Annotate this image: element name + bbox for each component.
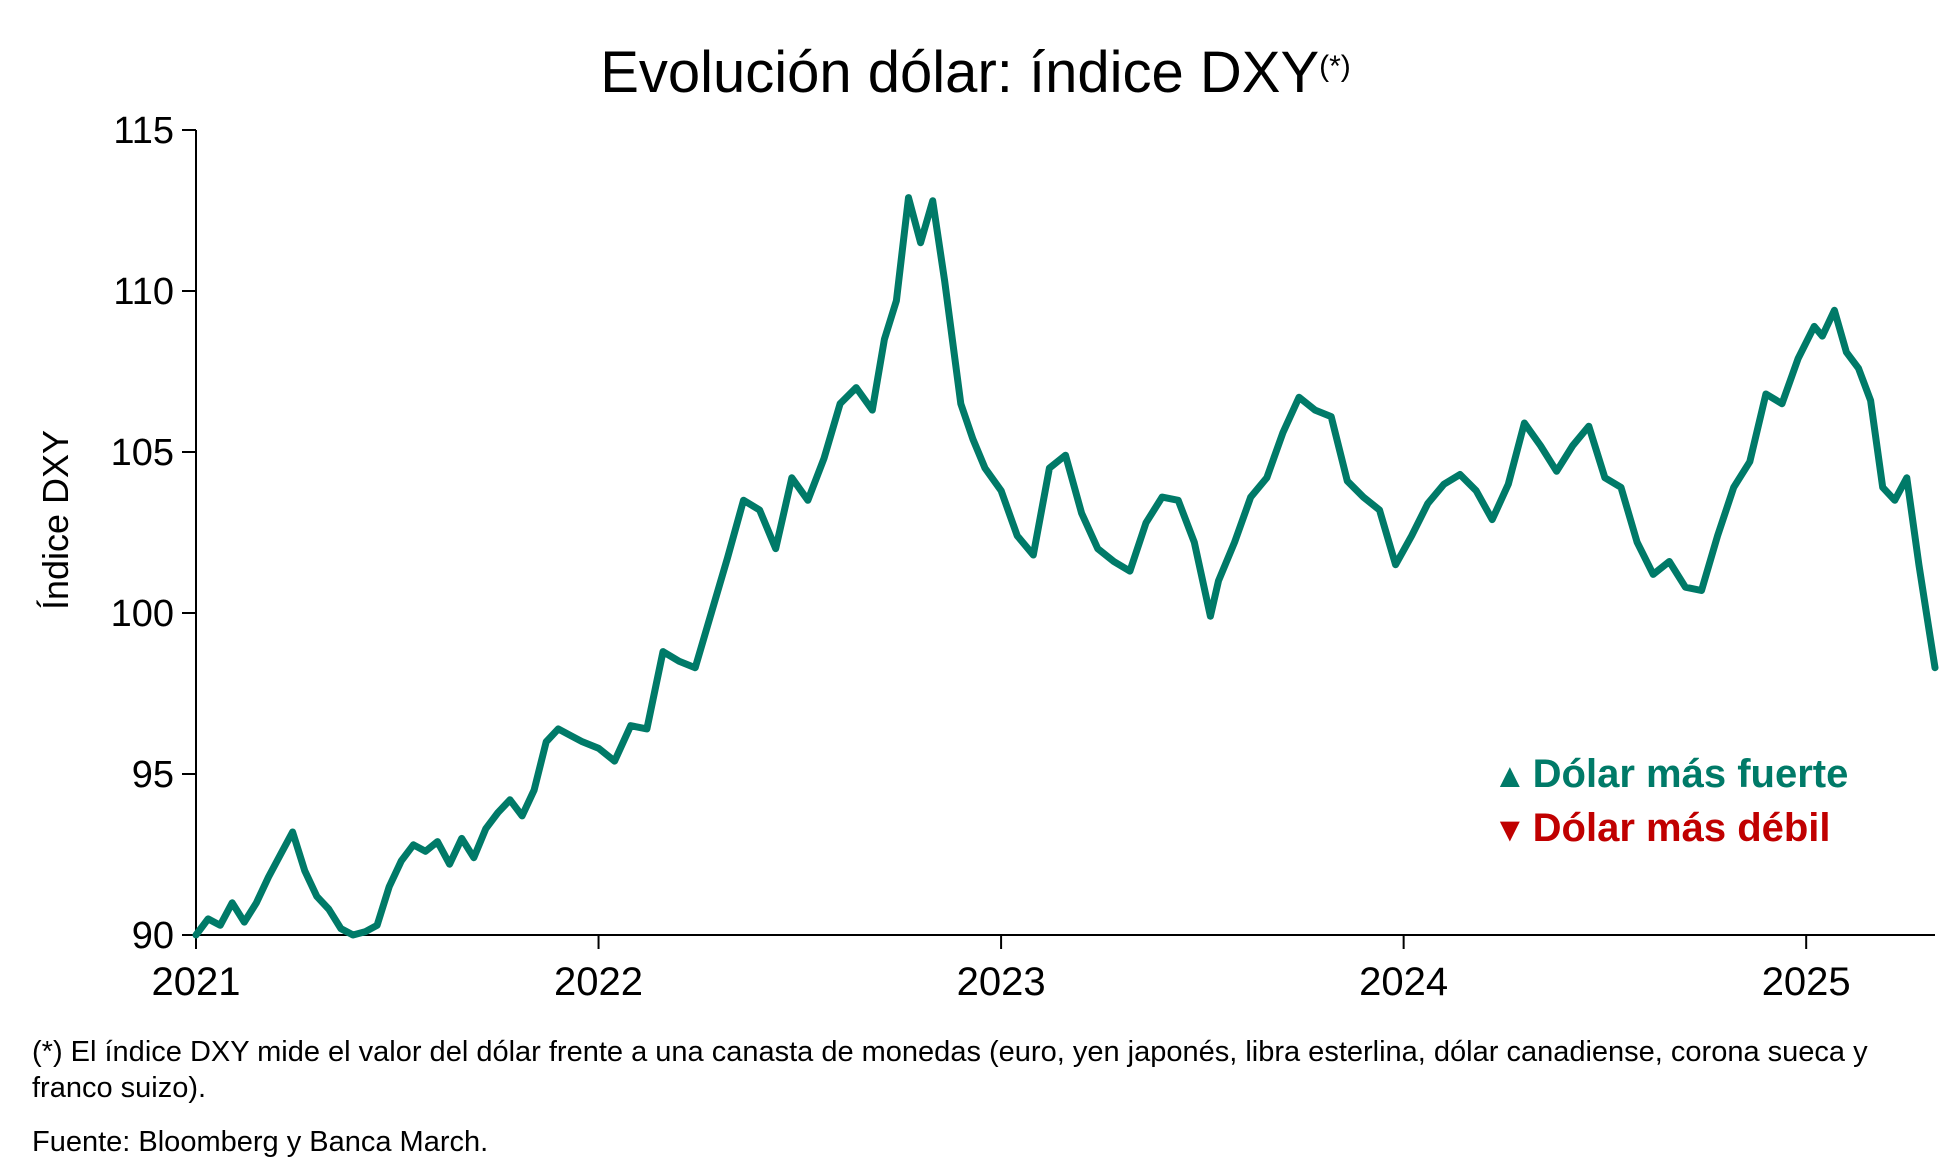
x-tick-label: 2021 (152, 960, 241, 1004)
chart-title-superscript: (*) (1319, 50, 1351, 83)
source-text: Fuente: Bloomberg y Banca March. (32, 1126, 489, 1158)
y-tick-label: 115 (113, 110, 174, 152)
dxy-line (192, 194, 1939, 939)
legend-weaker: ▼ Dólar más débil (1493, 806, 1831, 851)
y-tick-label: 90 (132, 915, 174, 957)
x-tick-label: 2025 (1762, 960, 1851, 1004)
y-tick-label: 95 (132, 754, 174, 796)
axes: 90 95 100 105 110 115 2021 2022 2023 2024 2025 (111, 110, 1935, 1004)
chart-title-text: Evolución dólar: índice DXY (600, 40, 1320, 105)
triangle-up-icon: ▲ (1493, 757, 1527, 795)
triangle-down-icon: ▼ (1493, 811, 1527, 849)
x-tick-label: 2023 (957, 960, 1046, 1004)
y-tick-label: 110 (113, 271, 174, 313)
chart-title: Evolución dólar: índice DXY(*) (0, 38, 1951, 108)
x-tick-label: 2022 (554, 960, 643, 1004)
legend-stronger-label: Dólar más fuerte (1532, 752, 1849, 796)
legend-weaker-label: Dólar más débil (1532, 806, 1831, 850)
y-axis-label: Índice DXY (35, 429, 76, 611)
legend-stronger: ▲ Dólar más fuerte (1493, 752, 1848, 797)
y-tick-label: 105 (111, 432, 174, 474)
y-tick-label: 100 (111, 593, 174, 635)
footnote-text: (*) El índice DXY mide el valor del dóla… (32, 1036, 1868, 1104)
x-tick-label: 2024 (1359, 960, 1448, 1004)
